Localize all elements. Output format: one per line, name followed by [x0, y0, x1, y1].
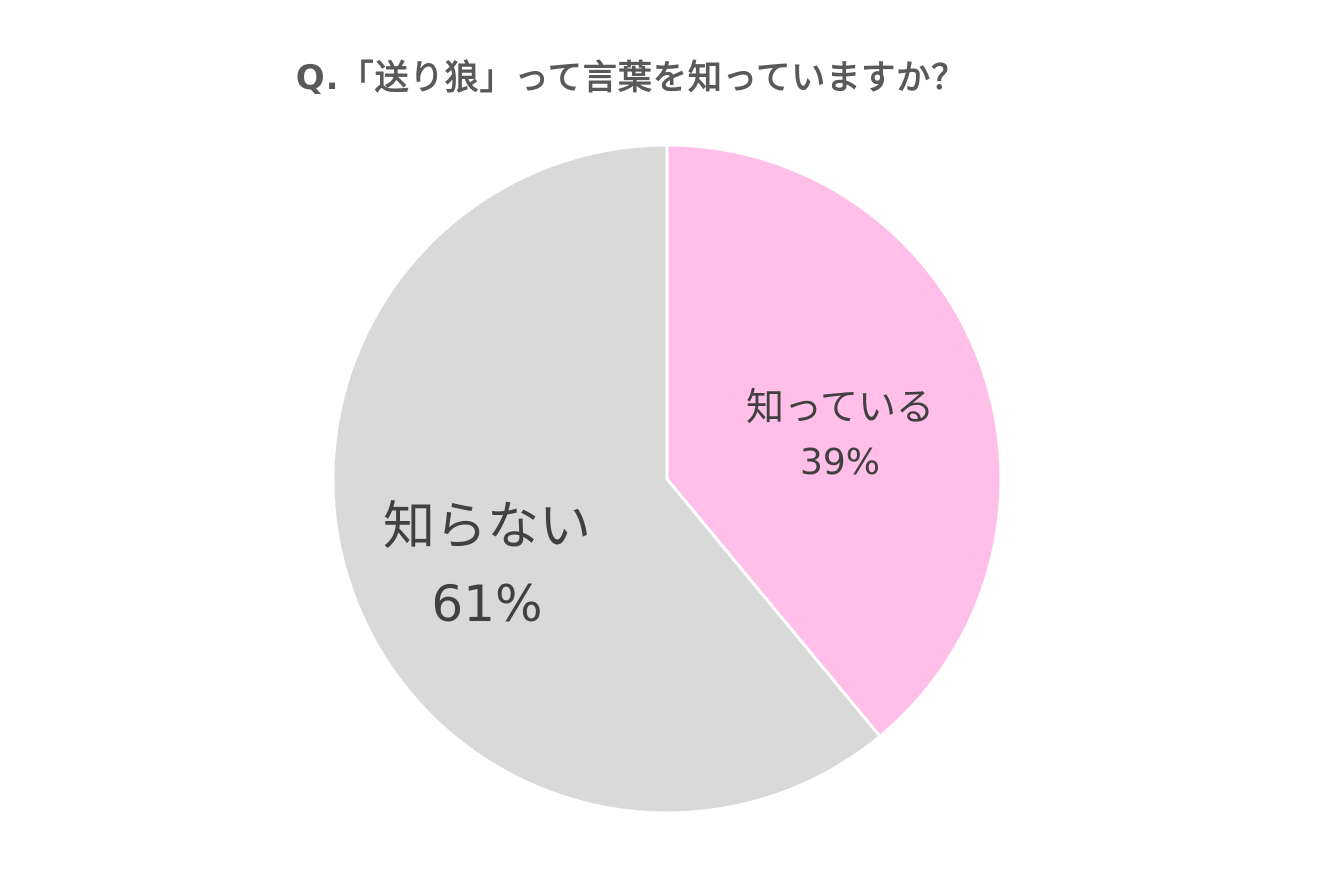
slice-value-unknown: 61%: [431, 575, 542, 633]
chart-title: Q.「送り狼」って言葉を知っていますか？: [295, 58, 967, 98]
pie-slice-unknown: [331, 143, 882, 815]
slice-label-known: 知っている: [746, 385, 934, 429]
slice-value-known: 39%: [800, 442, 880, 483]
slice-label-unknown: 知らない: [383, 497, 591, 557]
pie-slice-known: [665, 143, 1003, 738]
pie-slices: [331, 143, 1003, 815]
